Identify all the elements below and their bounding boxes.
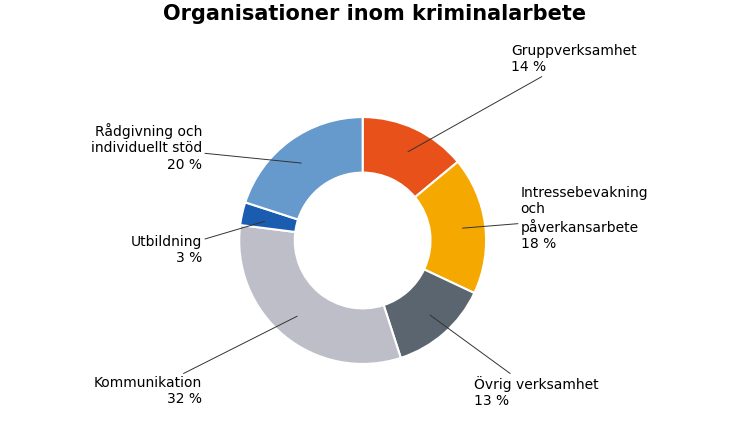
Text: Övrig verksamhet
13 %: Övrig verksamhet 13 % (430, 315, 598, 409)
Text: Gruppverksamhet
14 %: Gruppverksamhet 14 % (408, 44, 637, 152)
Wedge shape (415, 162, 486, 293)
Wedge shape (384, 269, 474, 358)
Text: Rådgivning och
individuellt stöd
20 %: Rådgivning och individuellt stöd 20 % (91, 123, 302, 172)
Wedge shape (240, 202, 298, 232)
Text: Utbildning
3 %: Utbildning 3 % (130, 221, 265, 266)
Wedge shape (245, 117, 363, 219)
Wedge shape (363, 117, 458, 197)
Title: Organisationer inom kriminalarbete: Organisationer inom kriminalarbete (164, 4, 586, 24)
Text: Intressebevakning
och
påverkansarbete
18 %: Intressebevakning och påverkansarbete 18… (463, 186, 648, 251)
Text: Kommunikation
32 %: Kommunikation 32 % (94, 316, 297, 406)
Wedge shape (239, 225, 400, 364)
